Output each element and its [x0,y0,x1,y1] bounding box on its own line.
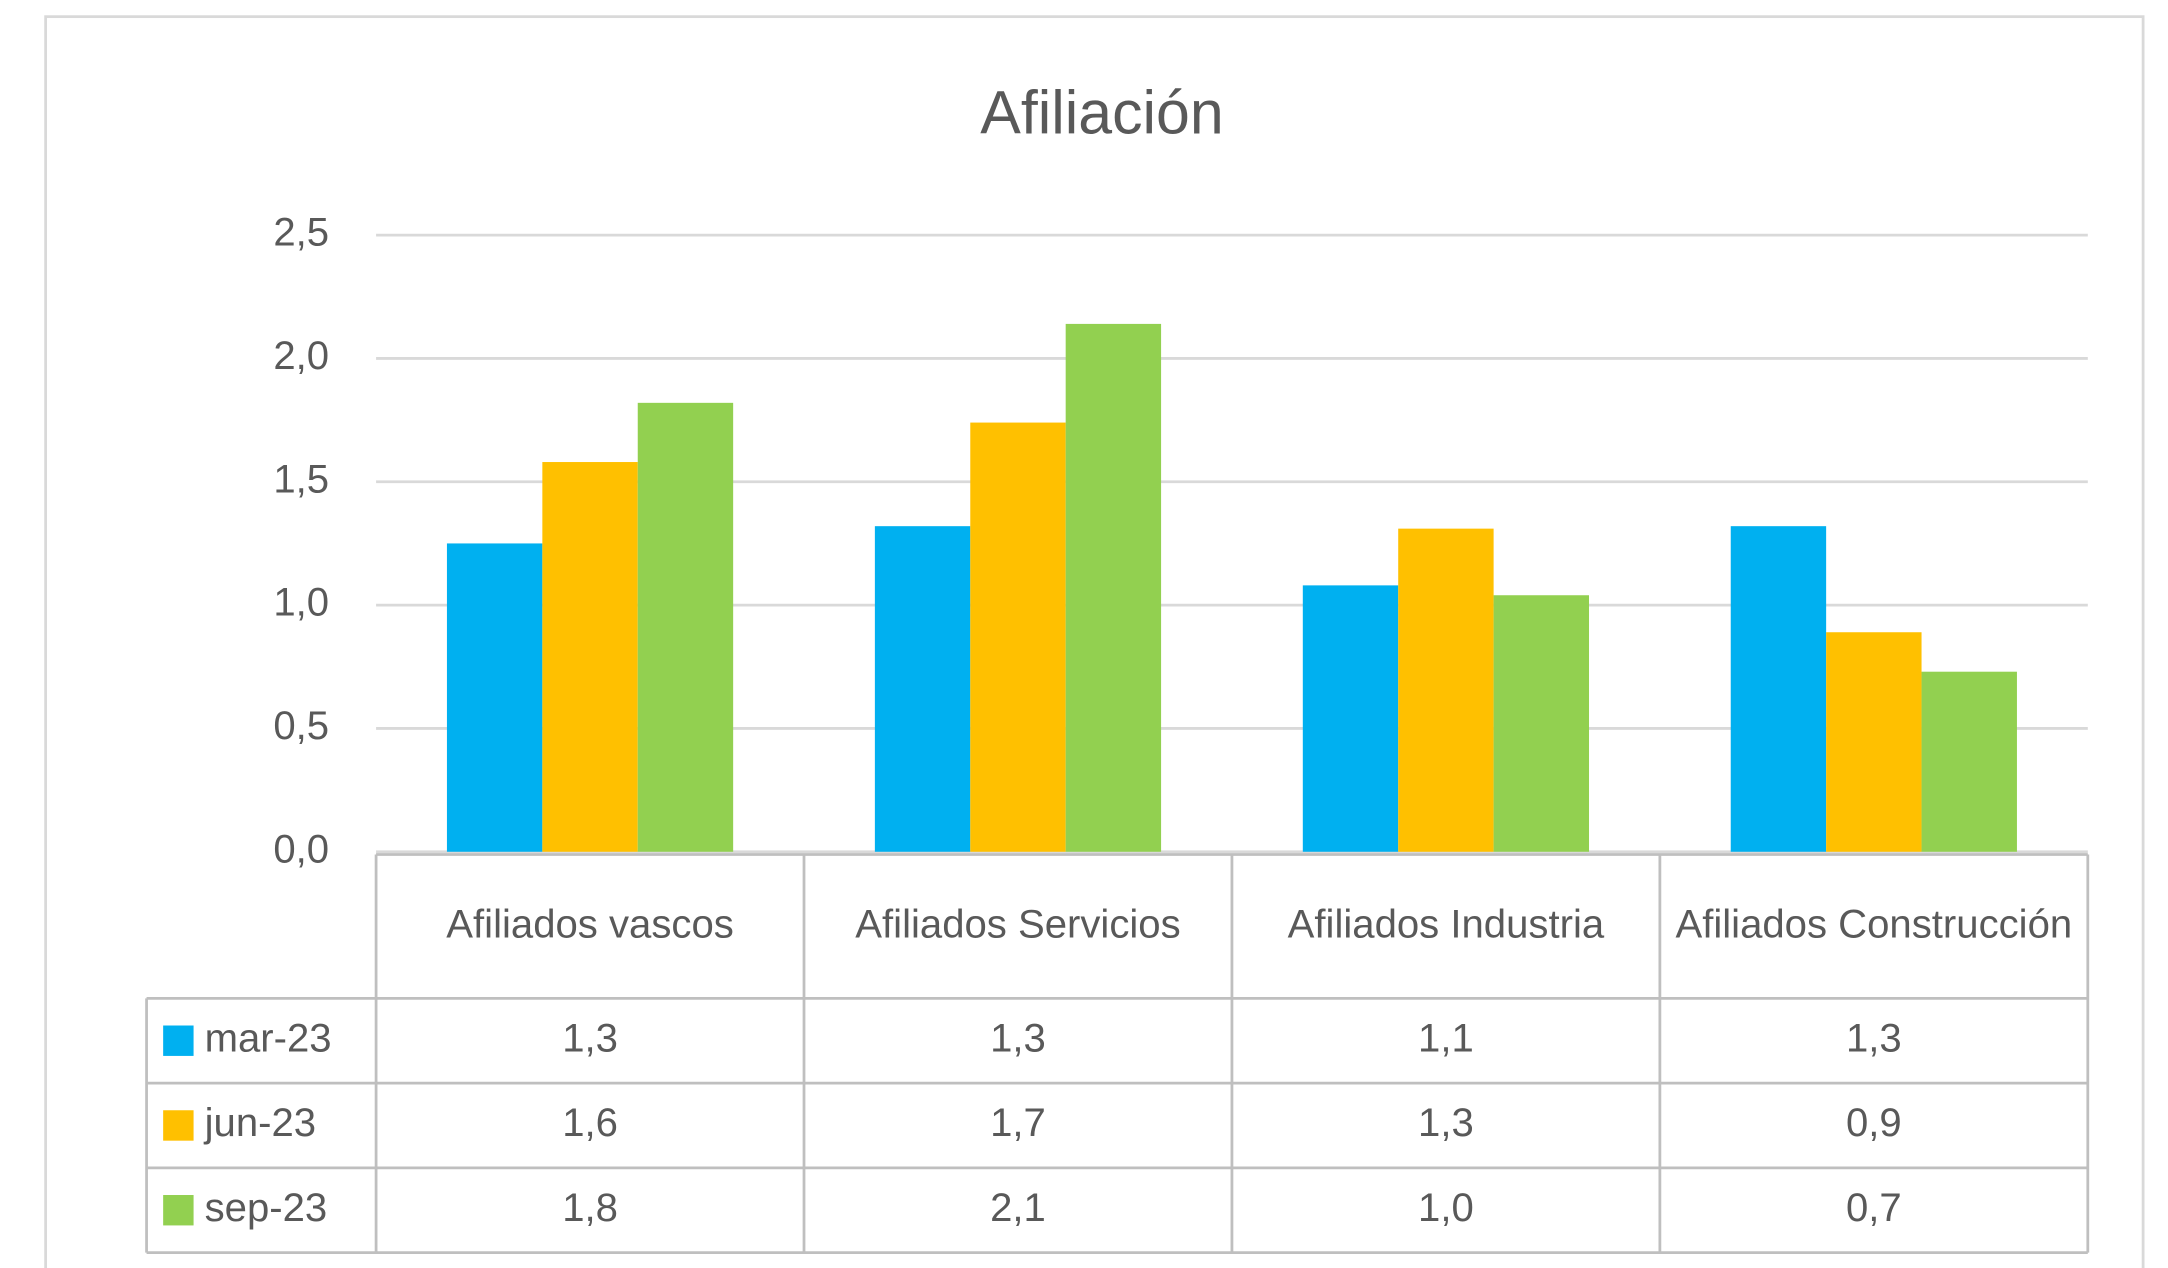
bar [874,526,971,852]
bar [1921,671,2017,852]
table-value: 1,3 [1846,1016,1902,1060]
x-tick-label: Afiliados Industria [1287,903,1605,948]
x-tick-label: Afiliados Servicios [855,903,1181,948]
table-value: 0,9 [1846,1101,1902,1145]
category-cell: Afiliados vascos [446,903,734,948]
category-cell: Afiliados Industria [1287,903,1605,948]
y-tick-label: 1,5 [273,457,329,501]
bar [637,402,734,852]
legend-label: jun-23 [204,1101,316,1145]
y-tick-label: 2,5 [273,211,329,255]
bar [1065,323,1162,852]
table-value: 0,7 [1846,1186,1902,1230]
bar [446,543,543,852]
table-value: 1,0 [1418,1186,1474,1230]
table-value: 1,1 [1418,1016,1474,1060]
y-tick-label: 1,0 [273,581,329,625]
bar [970,422,1066,852]
bar [1398,528,1494,852]
table-value: 1,3 [990,1016,1046,1060]
legend-label: mar-23 [205,1016,332,1060]
table-value: 1,6 [562,1101,618,1145]
bar [1302,585,1399,852]
table-value: 1,8 [562,1186,618,1230]
y-tick-label: 0,0 [273,827,329,871]
y-tick-label: 0,5 [273,704,329,748]
table-value: 1,7 [990,1101,1046,1145]
category-cell: Afiliados Construcción [1675,903,2073,948]
table-value: 1,3 [562,1016,618,1060]
chart-title: Afiliación [980,79,1223,147]
bar [1826,632,1922,852]
bar [1730,526,1827,852]
category-cell: Afiliados Servicios [855,903,1181,948]
x-tick-label: Afiliados Construcción [1675,903,2073,948]
y-tick-label: 2,0 [273,334,329,378]
legend-swatch [163,1025,194,1056]
table-value: 2,1 [990,1186,1046,1230]
legend-swatch [163,1110,194,1141]
x-tick-label: Afiliados vascos [446,903,734,948]
bar [542,462,638,852]
bar [1493,595,1590,852]
legend-swatch [163,1195,194,1226]
legend-label: sep-23 [205,1186,328,1230]
table-value: 1,3 [1418,1101,1474,1145]
